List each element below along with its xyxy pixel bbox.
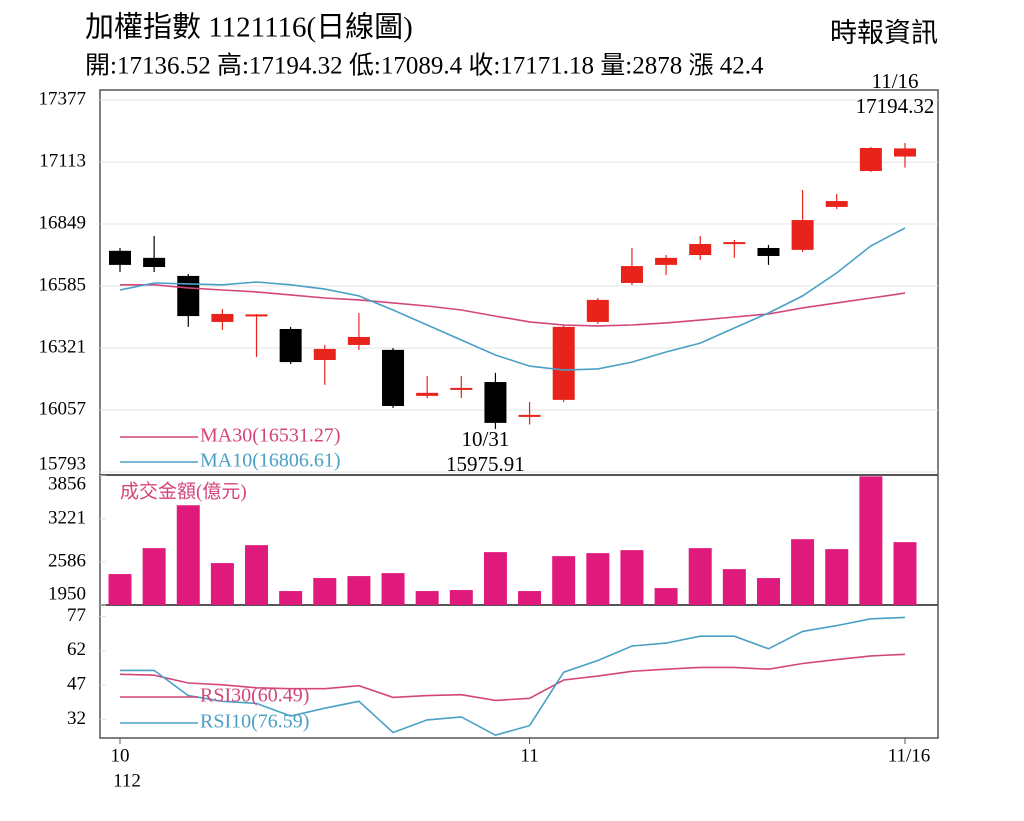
candle-body (143, 257, 166, 268)
annotation: 17194.32 (856, 94, 935, 118)
y-tick-label: 1950 (48, 583, 86, 604)
x-sublabel: 112 (113, 770, 141, 791)
candle-body (211, 313, 234, 322)
annotation: 11/16 (871, 69, 918, 93)
x-tick-label: 10 (111, 745, 130, 766)
legend-label: MA10(16806.61) (200, 450, 341, 472)
bar (756, 578, 780, 605)
legend-label: RSI30(60.49) (200, 685, 309, 707)
candle-body (791, 220, 814, 250)
legend-label: RSI10(76.59) (200, 711, 309, 733)
series-line (119, 227, 906, 371)
y-tick-label: 17113 (39, 150, 86, 171)
bar (722, 569, 746, 605)
y-tick-label: 15793 (39, 453, 87, 474)
y-tick-label: 3856 (48, 473, 86, 494)
bar (381, 573, 405, 605)
y-tick-label: 16585 (39, 274, 87, 295)
stats: 開:17136.52 高:17194.32 低:17089.4 收:17171.… (85, 52, 764, 80)
series-line (119, 653, 906, 702)
y-tick-label: 3221 (48, 507, 86, 528)
bar (791, 539, 815, 605)
candle-body (723, 242, 746, 245)
bar (688, 548, 712, 605)
y-tick-label: 47 (67, 674, 86, 695)
candle-body (245, 314, 268, 317)
bar (210, 563, 234, 605)
x-tick-label: 11 (520, 745, 538, 766)
legend-label: MA30(16531.27) (200, 425, 341, 447)
candle-body (825, 201, 848, 207)
bar (893, 542, 917, 605)
candle-body (416, 392, 439, 396)
chart-title: 加權指數 1121116(日線圖) (85, 11, 413, 44)
bar (654, 588, 678, 605)
bar (449, 590, 473, 605)
bar (825, 549, 849, 605)
bar (142, 548, 166, 605)
candle-body (894, 148, 916, 157)
bar (859, 476, 883, 605)
series-line (120, 284, 906, 327)
candle-body (313, 348, 336, 360)
candle-body (552, 326, 575, 400)
candle-body (586, 299, 609, 322)
y-tick-label: 16057 (39, 398, 87, 419)
bar (552, 556, 576, 605)
bar (483, 552, 507, 605)
candle-body (382, 349, 405, 406)
bar (620, 550, 644, 605)
candle-body (689, 244, 712, 256)
x-tick-label: 11/16 (888, 745, 931, 766)
bar (279, 591, 303, 605)
y-tick-label: 16849 (39, 212, 87, 233)
bar (415, 591, 439, 605)
candle-body (450, 387, 473, 390)
y-tick-label: 32 (67, 708, 86, 729)
candle-body (518, 414, 541, 417)
candle-body (859, 147, 882, 171)
candle-body (484, 382, 507, 423)
annotation: 10/31 (462, 427, 510, 451)
candle-body (620, 266, 643, 283)
bar (586, 553, 610, 605)
y-tick-label: 77 (67, 605, 86, 626)
bar (518, 591, 542, 605)
frame (99, 89, 939, 739)
bar (108, 574, 132, 605)
bar (347, 576, 371, 605)
candle-body (655, 257, 678, 265)
bar (245, 545, 269, 605)
candle-body (347, 336, 370, 345)
y-tick-label: 17377 (39, 88, 87, 109)
candle-body (279, 328, 302, 363)
volume-title: 成交金額(億元) (120, 480, 247, 502)
candle-body (757, 247, 780, 256)
bar (313, 578, 337, 605)
y-tick-label: 62 (67, 639, 86, 660)
y-tick-label: 16321 (39, 336, 87, 357)
series-line (120, 616, 906, 737)
source: 時報資訊 (830, 18, 938, 48)
candle-body (177, 275, 200, 317)
annotation: 15975.91 (446, 452, 525, 476)
y-tick-label: 2586 (48, 550, 86, 571)
candle-body (109, 250, 131, 265)
bar (176, 505, 200, 605)
